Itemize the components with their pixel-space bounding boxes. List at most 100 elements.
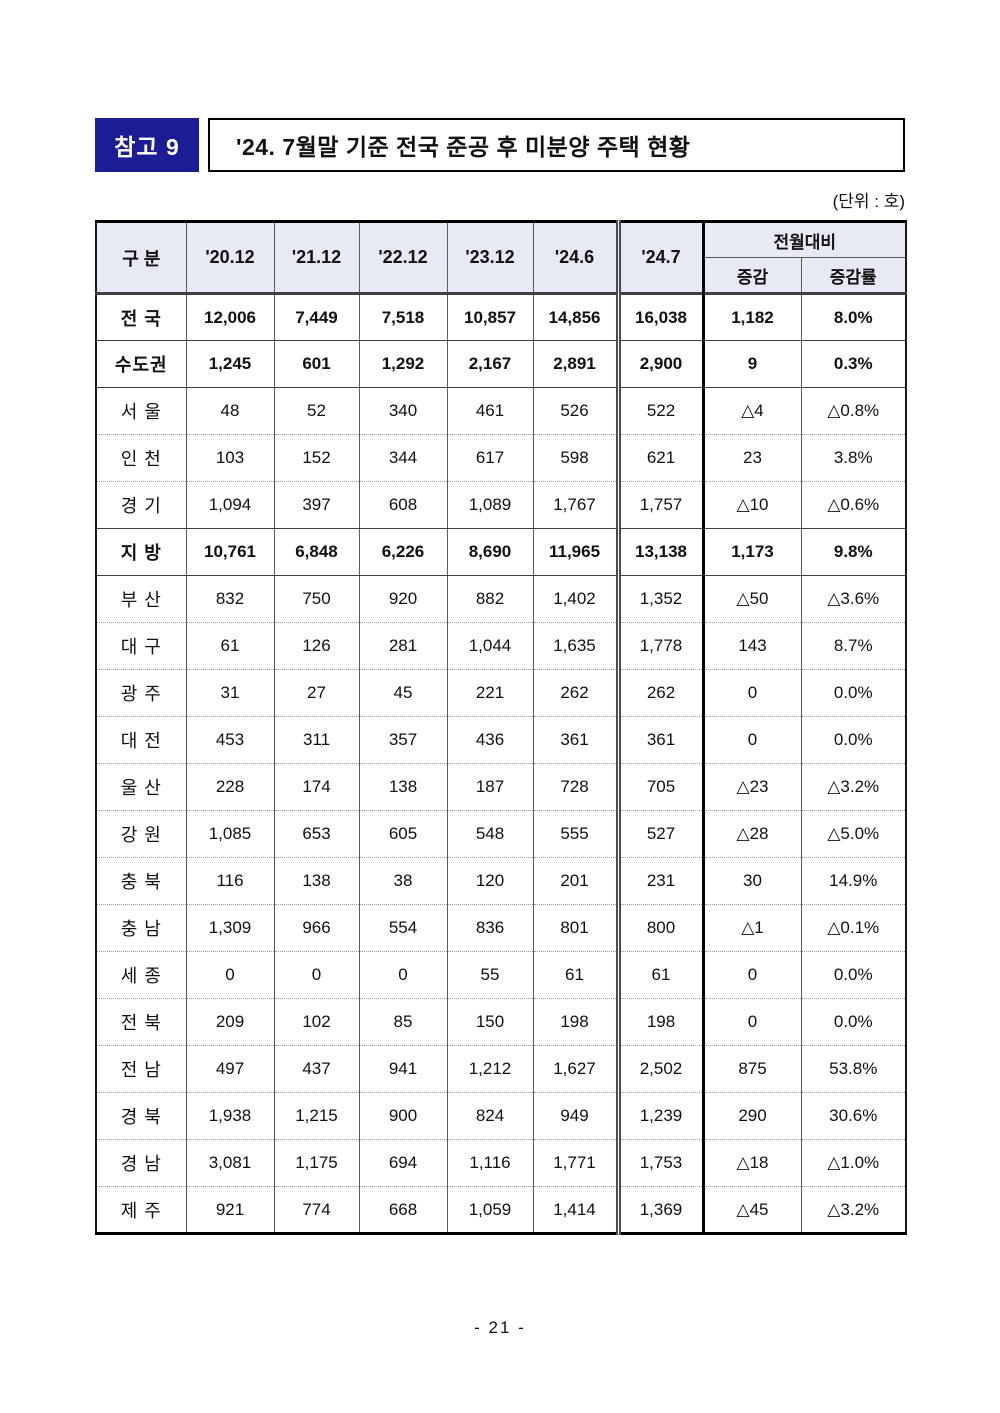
table-row: 인 천 103 152 344 617 598 621 23 3.8% xyxy=(96,434,906,482)
table-row: 전 북 209 102 85 150 198 198 0 0.0% xyxy=(96,998,906,1046)
table-row: 대 전 453 311 357 436 361 361 0 0.0% xyxy=(96,716,906,764)
table-row: 전 남 497 437 941 1,212 1,627 2,502 875 53.8% xyxy=(96,1045,906,1093)
cell: 311 xyxy=(273,716,359,764)
unsold-housing-table: 구 분 '20.12 '21.12 '22.12 '23.12 '24.6 '2… xyxy=(95,220,907,1235)
col-header-period: '21.12 xyxy=(273,221,359,294)
cell: 198 xyxy=(532,998,618,1046)
cell: 1,753 xyxy=(615,1139,703,1187)
row-label: 강 원 xyxy=(96,810,186,858)
cell: 1,089 xyxy=(446,481,533,529)
table-row: 광 주 31 27 45 221 262 262 0 0.0% xyxy=(96,669,906,717)
cell: 0 xyxy=(701,998,801,1046)
cell: 1,767 xyxy=(532,481,618,529)
cell: 120 xyxy=(446,857,533,905)
cell: 143 xyxy=(701,622,801,670)
table-row: 충 남 1,309 966 554 836 801 800 △1 △0.1% xyxy=(96,904,906,952)
row-label: 전 국 xyxy=(96,293,186,341)
row-label: 세 종 xyxy=(96,951,186,999)
cell: △4 xyxy=(701,387,801,435)
cell: 1,757 xyxy=(615,481,703,529)
cell: △1 xyxy=(701,904,801,952)
row-label: 울 산 xyxy=(96,763,186,811)
row-label: 전 북 xyxy=(96,998,186,1046)
cell: 1,309 xyxy=(185,904,274,952)
cell: 436 xyxy=(446,716,533,764)
cell: 10,857 xyxy=(446,293,533,341)
cell: △23 xyxy=(701,763,801,811)
cell: 138 xyxy=(358,763,447,811)
cell: △3.6% xyxy=(800,575,906,623)
cell: 10,761 xyxy=(185,528,274,576)
cell: 0.0% xyxy=(800,669,906,717)
cell: 1,402 xyxy=(532,575,618,623)
cell: 1,239 xyxy=(615,1092,703,1140)
cell: 1,292 xyxy=(358,340,447,388)
table-row: 수도권 1,245 601 1,292 2,167 2,891 2,900 9 0.3% xyxy=(96,340,906,388)
cell: 0.3% xyxy=(800,340,906,388)
row-label: 인 천 xyxy=(96,434,186,482)
cell: 262 xyxy=(532,669,618,717)
row-label: 부 산 xyxy=(96,575,186,623)
cell: 14.9% xyxy=(800,857,906,905)
cell: 1,369 xyxy=(615,1186,703,1234)
cell: 750 xyxy=(273,575,359,623)
cell: 61 xyxy=(615,951,703,999)
row-label: 전 남 xyxy=(96,1045,186,1093)
cell: 0 xyxy=(701,951,801,999)
cell: 668 xyxy=(358,1186,447,1234)
cell: 1,414 xyxy=(532,1186,618,1234)
cell: △45 xyxy=(701,1186,801,1234)
cell: 554 xyxy=(358,904,447,952)
cell: 201 xyxy=(532,857,618,905)
table-row: 서 울 48 52 340 461 526 522 △4 △0.8% xyxy=(96,387,906,435)
cell: 548 xyxy=(446,810,533,858)
table-row: 부 산 832 750 920 882 1,402 1,352 △50 △3.6% xyxy=(96,575,906,623)
row-label: 광 주 xyxy=(96,669,186,717)
cell: 290 xyxy=(701,1092,801,1140)
cell: 598 xyxy=(532,434,618,482)
col-header-mom: 전월대비 xyxy=(701,221,906,258)
cell: 1,212 xyxy=(446,1045,533,1093)
cell: 900 xyxy=(358,1092,447,1140)
cell: 23 xyxy=(701,434,801,482)
cell: 0 xyxy=(273,951,359,999)
cell: 85 xyxy=(358,998,447,1046)
cell: 966 xyxy=(273,904,359,952)
cell: 3,081 xyxy=(185,1139,274,1187)
cell: 48 xyxy=(185,387,274,435)
cell: 340 xyxy=(358,387,447,435)
cell: 653 xyxy=(273,810,359,858)
row-label: 충 북 xyxy=(96,857,186,905)
col-header-period: '23.12 xyxy=(446,221,533,294)
cell: 694 xyxy=(358,1139,447,1187)
cell: 361 xyxy=(532,716,618,764)
cell: 262 xyxy=(615,669,703,717)
cell: 2,502 xyxy=(615,1045,703,1093)
col-header-change: 증감 xyxy=(701,257,801,294)
cell: 526 xyxy=(532,387,618,435)
col-header-period: '24.7 xyxy=(615,221,703,294)
cell: 824 xyxy=(446,1092,533,1140)
cell: 12,006 xyxy=(185,293,274,341)
cell: 221 xyxy=(446,669,533,717)
cell: 601 xyxy=(273,340,359,388)
table-row: 세 종 0 0 0 55 61 61 0 0.0% xyxy=(96,951,906,999)
cell: 103 xyxy=(185,434,274,482)
content-area: 참고 9 '24. 7월말 기준 전국 준공 후 미분양 주택 현황 (단위 :… xyxy=(95,118,907,1235)
table-row: 경 북 1,938 1,215 900 824 949 1,239 290 30.6% xyxy=(96,1092,906,1140)
cell: 1,215 xyxy=(273,1092,359,1140)
cell: 7,518 xyxy=(358,293,447,341)
table-row: 울 산 228 174 138 187 728 705 △23 △3.2% xyxy=(96,763,906,811)
cell: 608 xyxy=(358,481,447,529)
cell: 357 xyxy=(358,716,447,764)
cell: 800 xyxy=(615,904,703,952)
row-label: 지 방 xyxy=(96,528,186,576)
cell: 61 xyxy=(185,622,274,670)
cell: 361 xyxy=(615,716,703,764)
cell: 228 xyxy=(185,763,274,811)
cell: 13,138 xyxy=(615,528,703,576)
cell: 1,182 xyxy=(701,293,801,341)
row-label: 경 북 xyxy=(96,1092,186,1140)
cell: 6,848 xyxy=(273,528,359,576)
cell: 14,856 xyxy=(532,293,618,341)
